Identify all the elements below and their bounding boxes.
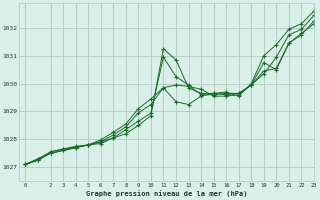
X-axis label: Graphe pression niveau de la mer (hPa): Graphe pression niveau de la mer (hPa) (86, 190, 247, 197)
